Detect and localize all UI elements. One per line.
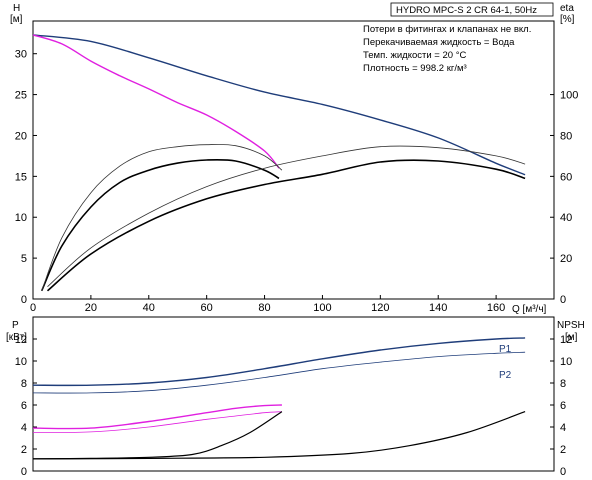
title-box — [390, 2, 554, 17]
note-temperature: Темп. жидкости = 20 °C — [363, 50, 466, 61]
y-left-tick-label: 8 — [21, 378, 27, 390]
top-left-axis-name: H — [13, 3, 20, 14]
curves — [32, 34, 526, 460]
y-left-tick-label: 25 — [15, 90, 27, 102]
top-series-3 — [41, 144, 283, 291]
y-left-tick-label: 15 — [15, 171, 27, 183]
y-right-tick-label: 4 — [560, 422, 566, 434]
chart-title: HYDRO MPC-S 2 CR 64-1, 50Hz — [396, 5, 537, 16]
top-right-axis-unit: [%] — [560, 14, 575, 25]
y-left-tick-label: 0 — [21, 466, 27, 478]
x-tick-label: 0 — [30, 302, 36, 314]
y-left-tick-label: 12 — [15, 334, 27, 346]
x-tick-label: 120 — [371, 302, 389, 314]
x-tick-label: 40 — [143, 302, 155, 314]
axis-ticks: 0 20 40 60 80 100 120 140 1600510152025300204060… — [15, 49, 579, 478]
y-left-tick-label: 4 — [21, 422, 27, 434]
y-left-tick-label: 2 — [21, 444, 27, 456]
x-tick-label: 160 — [487, 302, 505, 314]
y-left-tick-label: 0 — [21, 294, 27, 306]
y-left-tick-label: 20 — [15, 130, 27, 142]
y-left-tick-label: 6 — [21, 400, 27, 412]
top-series-2 — [40, 158, 280, 292]
bottom-series-5 — [32, 411, 526, 460]
top-series-1 — [32, 34, 280, 169]
y-right-tick-label: 60 — [560, 171, 572, 183]
top-series-4 — [46, 159, 526, 292]
series-label-p2: P2 — [499, 370, 512, 381]
x-axis-label: Q [м³/ч] — [512, 304, 547, 315]
top-plot-frame — [32, 20, 555, 300]
bottom-left-axis-unit: [кВт] — [6, 332, 27, 343]
x-tick-label: 100 — [313, 302, 331, 314]
note-fittings: Потери в фитингах и клапанах не вкл. — [363, 24, 531, 35]
bottom-right-axis-name: NPSH — [557, 320, 585, 331]
y-right-tick-label: 100 — [560, 90, 578, 102]
top-right-axis-name: eta — [560, 3, 574, 14]
y-right-tick-label: 80 — [560, 130, 572, 142]
series-label-p1: P1 — [499, 344, 512, 355]
y-right-tick-label: 2 — [560, 444, 566, 456]
x-tick-label: 20 — [85, 302, 97, 314]
y-right-tick-label: 8 — [560, 378, 566, 390]
y-right-tick-label: 6 — [560, 400, 566, 412]
y-left-tick-label: 30 — [15, 49, 27, 61]
y-left-tick-label: 10 — [15, 212, 27, 224]
bottom-right-axis-unit: [м] — [565, 332, 578, 343]
y-right-tick-label: 40 — [560, 212, 572, 224]
y-left-tick-label: 5 — [21, 253, 27, 265]
bottom-series-3 — [32, 411, 282, 433]
bottom-series-p1 — [32, 337, 526, 387]
note-density: Плотность = 998.2 кг/м³ — [363, 63, 467, 74]
top-series-5 — [47, 145, 526, 287]
y-right-tick-label: 10 — [560, 356, 572, 368]
bottom-series-p2 — [32, 351, 526, 394]
y-right-tick-label: 12 — [560, 334, 572, 346]
bottom-left-axis-name: P — [12, 320, 19, 331]
bottom-series-2 — [32, 404, 282, 430]
y-left-tick-label: 10 — [15, 356, 27, 368]
y-right-tick-label: 20 — [560, 253, 572, 265]
top-left-axis-unit: [м] — [10, 14, 23, 25]
y-right-tick-label: 0 — [560, 466, 566, 478]
x-tick-label: 80 — [258, 302, 270, 314]
x-tick-label: 60 — [201, 302, 213, 314]
bottom-plot-frame — [32, 316, 555, 472]
y-right-tick-label: 0 — [560, 294, 566, 306]
note-liquid: Перекачиваемая жидкость = Вода — [363, 37, 515, 48]
x-tick-label: 140 — [429, 302, 447, 314]
